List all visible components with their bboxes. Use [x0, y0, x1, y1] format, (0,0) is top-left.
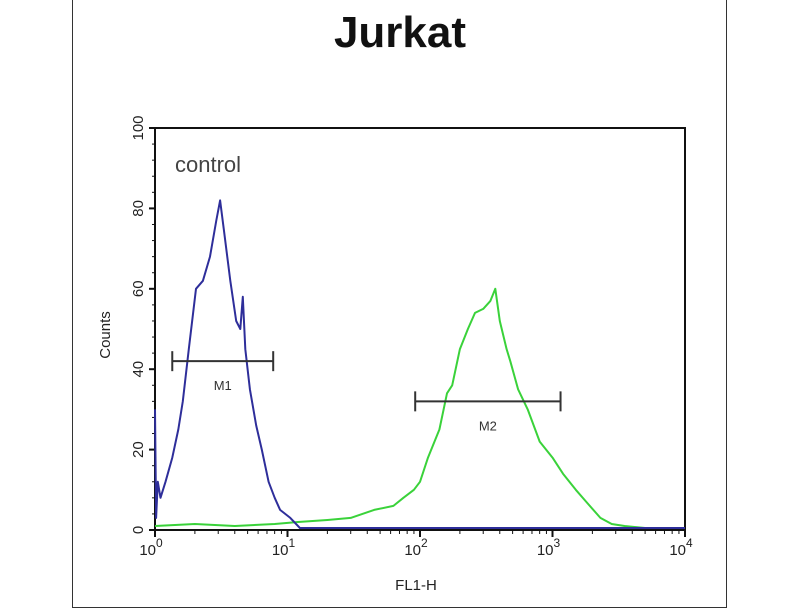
chart-title: Jurkat [333, 8, 467, 57]
plot-frame [154, 127, 686, 531]
x-tick-label: 102 [404, 536, 428, 559]
y-tick-label: 20 [130, 441, 147, 458]
marker-M2-label: M2 [479, 418, 497, 433]
histogram-series-0 [154, 199, 685, 529]
x-axis-label: FL1-H [395, 577, 437, 594]
x-tick-label: 101 [272, 536, 296, 559]
y-tick-label: 80 [130, 200, 147, 217]
marker-M1-label: M1 [214, 378, 232, 393]
x-tick-label: 100 [139, 536, 163, 559]
y-tick-label: 0 [130, 526, 147, 534]
x-tick-label: 103 [537, 536, 561, 559]
y-tick-label: 40 [130, 361, 147, 378]
y-tick-label: 60 [130, 280, 147, 297]
control-annotation: control [175, 152, 241, 177]
y-tick-label: 100 [130, 115, 147, 140]
y-axis-label: Counts [97, 311, 114, 359]
histogram-series-1 [154, 287, 685, 529]
x-tick-label: 104 [669, 536, 693, 559]
